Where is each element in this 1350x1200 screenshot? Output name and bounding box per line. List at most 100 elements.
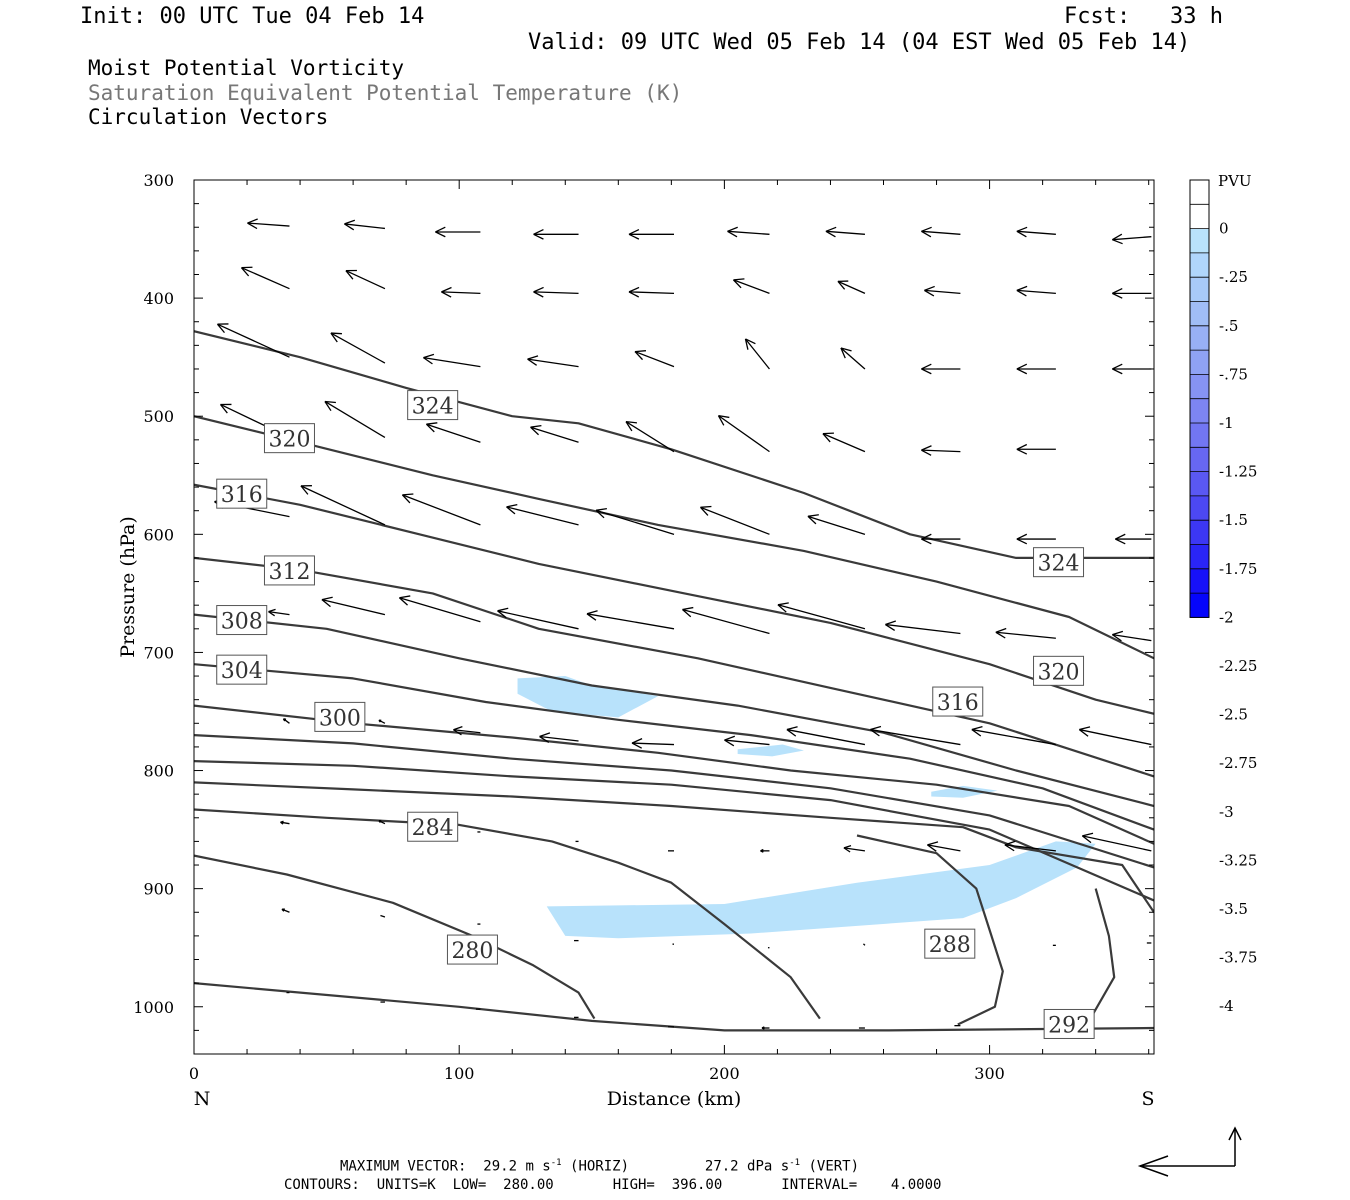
circulation-vector	[345, 269, 386, 290]
contour-label-box	[1033, 547, 1085, 578]
colorbar-label: -1.75	[1219, 560, 1257, 578]
contour-label-box	[407, 390, 459, 421]
vector-head	[733, 278, 745, 281]
vector-shaft	[506, 506, 579, 526]
vector-head	[1082, 832, 1094, 837]
theta-es-contour-288	[194, 781, 1154, 913]
max-vector-horiz: 29.2 m s	[483, 1158, 551, 1175]
circulation-vector	[1016, 363, 1056, 375]
vector-head	[761, 1026, 765, 1029]
vector-head	[777, 604, 787, 613]
circulation-vector	[870, 725, 961, 746]
vector-head	[240, 267, 250, 277]
vector-shaft	[453, 729, 481, 734]
contour-label-text: 320	[268, 428, 310, 453]
mpv-shaded-region	[737, 744, 804, 757]
vector-head	[1079, 726, 1091, 731]
circulation-vector	[921, 363, 961, 375]
vector-head	[921, 368, 932, 375]
vector-head	[1115, 538, 1126, 545]
contour-label-text: 312	[268, 560, 310, 585]
circulation-vector	[862, 943, 866, 946]
vector-head	[1016, 443, 1028, 450]
x-tick-label: 0	[189, 1064, 199, 1083]
circulation-vector	[885, 620, 961, 635]
colorbar-label: -2.5	[1219, 706, 1248, 724]
colorbar-swatch	[1190, 544, 1209, 570]
circulation-vector	[786, 726, 866, 746]
vector-head	[247, 218, 258, 224]
vector-head	[822, 433, 831, 443]
circulation-vector	[1112, 363, 1152, 375]
circulation-vector	[1111, 630, 1152, 642]
vector-head	[924, 285, 935, 291]
theta-es-contour-292	[194, 760, 1154, 902]
theta-es-contour-304	[194, 663, 1154, 831]
vector-head	[971, 729, 982, 737]
vector-head	[324, 400, 336, 404]
vector-head	[247, 222, 258, 230]
vector-head	[1004, 840, 1016, 846]
circulation-vector	[1081, 832, 1152, 852]
vector-head	[530, 424, 542, 428]
vector-head	[1016, 285, 1028, 291]
circulation-vector	[398, 595, 481, 623]
contour-label: 320	[1033, 655, 1085, 686]
mpv-shaded-region	[931, 785, 998, 798]
circulation-vector	[268, 608, 290, 617]
valid-time: Valid: 09 UTC Wed 05 Feb 14 (04 EST Wed …	[528, 30, 1191, 55]
vector-head	[399, 595, 411, 599]
vector-head	[533, 286, 544, 293]
colorbar-label: -3.75	[1219, 949, 1257, 967]
circulation-vector	[282, 718, 290, 724]
vector-head	[344, 223, 355, 231]
vector-shaft	[1016, 289, 1056, 295]
vector-head	[843, 847, 851, 853]
max-vector-vert-unit: (VERT)	[808, 1158, 860, 1175]
y-tick-label: 300	[143, 171, 174, 190]
contour-label-box	[263, 555, 315, 586]
vector-head	[435, 226, 446, 233]
vector-head	[628, 228, 640, 235]
circulation-vector	[761, 1026, 770, 1030]
vector-head	[1016, 538, 1028, 545]
x-tick-label: 200	[709, 1064, 740, 1083]
circulation-vector	[777, 602, 866, 630]
vector-head	[1112, 239, 1123, 245]
circulation-vector	[744, 338, 770, 370]
colorbar-swatch	[1190, 520, 1209, 545]
contour-label-text: 316	[221, 483, 263, 508]
contour-label: 312	[263, 555, 315, 586]
vector-head	[921, 538, 932, 545]
vector-head	[995, 627, 1007, 633]
vector-head	[625, 421, 633, 432]
circulation-vector	[533, 228, 579, 240]
circulation-vector	[216, 323, 290, 358]
colorbar-label: -2.75	[1219, 754, 1257, 772]
vector-head	[425, 423, 435, 433]
circulation-vector	[921, 226, 961, 238]
colorbar-swatch	[1190, 495, 1209, 521]
circulation-vector	[1016, 443, 1056, 455]
vector-shaft	[862, 943, 866, 946]
vector-shaft	[247, 222, 290, 227]
vector-head	[216, 323, 225, 334]
circulation-vector	[699, 505, 770, 535]
vector-head	[268, 608, 276, 613]
circulation-vector	[1112, 288, 1152, 299]
colorbar-swatch	[1190, 180, 1209, 205]
vector-head	[527, 358, 537, 366]
field-title-vectors: Circulation Vectors	[88, 105, 329, 129]
vector-head	[628, 233, 640, 240]
contour-label: 288	[924, 928, 976, 959]
vector-head	[533, 233, 544, 240]
y-tick-label: 900	[143, 880, 174, 899]
vector-shaft	[527, 358, 579, 368]
contour-label-box	[216, 654, 268, 685]
contour-label: 304	[216, 654, 268, 685]
y-tick-label: 600	[143, 525, 174, 544]
circulation-vector	[971, 725, 1056, 746]
vector-head	[807, 515, 817, 525]
contour-label-text: 288	[929, 933, 971, 958]
